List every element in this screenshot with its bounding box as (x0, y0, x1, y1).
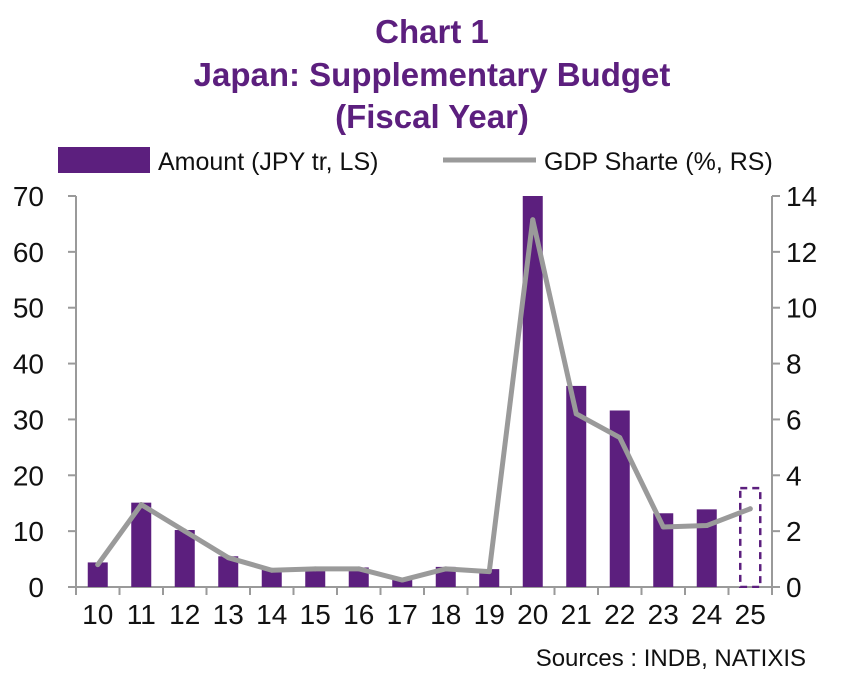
legend: Amount (JPY tr, LS) GDP Sharte (%, RS) (58, 147, 773, 176)
right-tick-label: 10 (786, 293, 817, 324)
line-point-14 (269, 567, 275, 573)
x-tick-label: 18 (430, 599, 461, 630)
x-tick-label: 17 (387, 599, 418, 630)
x-tick-label: 10 (82, 599, 113, 630)
legend-bar-swatch (58, 147, 150, 173)
right-tick-label: 2 (786, 516, 802, 547)
left-tick-label: 60 (13, 237, 44, 268)
x-tick-label: 20 (517, 599, 548, 630)
line-point-24 (704, 523, 710, 529)
right-tick-label: 0 (786, 572, 802, 603)
right-tick-label: 12 (786, 237, 817, 268)
right-tick-label: 4 (786, 460, 802, 491)
bar-15 (305, 568, 326, 587)
left-tick-label: 30 (13, 404, 44, 435)
line-point-10 (95, 562, 101, 568)
bar-21 (566, 385, 587, 587)
line-point-13 (225, 555, 231, 561)
bar-23 (653, 513, 674, 587)
x-tick-label: 12 (169, 599, 200, 630)
line-point-16 (356, 566, 362, 572)
left-tick-label: 50 (13, 293, 44, 324)
line-point-11 (138, 502, 144, 508)
x-tick-label: 15 (300, 599, 331, 630)
x-tick-label: 21 (561, 599, 592, 630)
legend-line-label: GDP Sharte (%, RS) (544, 148, 773, 176)
bar-12 (174, 530, 195, 587)
x-tick-label: 13 (213, 599, 244, 630)
line-point-20 (530, 217, 536, 223)
x-tick-label: 16 (343, 599, 374, 630)
bar-24 (696, 509, 717, 587)
bar-14 (261, 569, 282, 587)
source-note: Sources : INDB, NATIXIS (535, 645, 806, 672)
bar-13 (218, 556, 239, 587)
left-tick-label: 40 (13, 349, 44, 380)
line-point-18 (443, 566, 449, 572)
bar-20 (522, 196, 543, 587)
line-point-19 (486, 569, 492, 575)
legend-bar-label: Amount (JPY tr, LS) (158, 148, 378, 176)
x-tick-label: 24 (691, 599, 722, 630)
right-tick-label: 14 (786, 181, 817, 212)
chart-title: Chart 1 (375, 13, 489, 50)
bar-25 (739, 486, 762, 588)
bar-22 (609, 410, 630, 587)
bar-10 (87, 562, 108, 587)
x-tick-label: 25 (735, 599, 766, 630)
gdp-share-line (95, 217, 753, 583)
x-tick-label: 23 (648, 599, 679, 630)
left-tick-label: 70 (13, 181, 44, 212)
bar-series (87, 196, 762, 588)
line-point-21 (573, 411, 579, 417)
chart-subtitle-line-2: (Fiscal Year) (335, 98, 529, 135)
x-tick-label: 11 (127, 599, 156, 630)
x-tick-label: 19 (474, 599, 505, 630)
bar-11 (131, 502, 152, 587)
right-tick-label: 6 (786, 404, 802, 435)
line-point-12 (182, 528, 188, 534)
line-point-17 (399, 577, 405, 583)
left-tick-label: 0 (28, 572, 44, 603)
right-tick-label: 8 (786, 349, 802, 380)
chart-subtitle-line-1: Japan: Supplementary Budget (193, 56, 671, 93)
left-tick-label: 20 (13, 460, 44, 491)
line-series (95, 217, 753, 583)
bar-17 (392, 579, 413, 587)
x-tick-label: 14 (256, 599, 287, 630)
line-point-15 (312, 566, 318, 572)
x-tick-label: 22 (604, 599, 635, 630)
line-point-23 (660, 524, 666, 530)
left-tick-label: 10 (13, 516, 44, 547)
line-point-22 (617, 435, 623, 441)
line-point-25 (747, 506, 753, 512)
